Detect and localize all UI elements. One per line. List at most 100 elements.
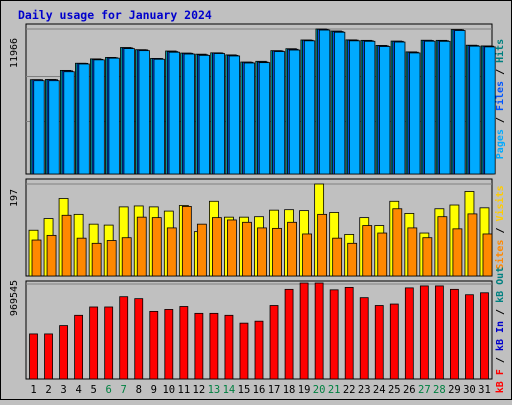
bar-kb-f <box>374 305 384 380</box>
bar-pages <box>78 63 90 175</box>
x-tick-label: 4 <box>75 384 81 396</box>
max-value-label: 11966 <box>9 38 20 68</box>
x-tick-label: 7 <box>121 384 127 396</box>
bar-sites <box>151 217 162 277</box>
bar-pages <box>153 58 165 175</box>
x-tick-label: 5 <box>90 384 96 396</box>
chart-title: Daily usage for January 2024 <box>18 8 212 22</box>
bar-pages <box>394 41 406 175</box>
bar-sites <box>422 237 433 277</box>
bar-kb-f <box>179 306 189 380</box>
panel-hits-files-pages: 11966 Pages / Files / Hits <box>9 23 506 175</box>
bar-kb-f <box>74 314 84 380</box>
bar-sites <box>302 233 312 277</box>
x-tick-label: 24 <box>373 384 386 396</box>
bar-kb-f <box>29 333 38 380</box>
bar-sites <box>91 242 102 277</box>
bar-sites <box>76 237 87 277</box>
bar-kb-f <box>344 286 354 380</box>
bar-pages <box>469 45 481 175</box>
bar-kb-f <box>44 333 53 380</box>
bar-pages <box>243 62 256 175</box>
bar-kb-f <box>404 287 414 380</box>
x-tick-label: 2 <box>45 384 51 396</box>
bar-sites <box>362 225 373 277</box>
x-tick-label: 22 <box>343 384 356 396</box>
legend-entry: / <box>495 351 506 369</box>
panel-kbytes: 969545 kB F / kB In / kB Out <box>9 267 506 393</box>
bar-sites <box>61 214 72 277</box>
x-tick-label: 28 <box>433 384 446 396</box>
x-tick-label: 27 <box>418 384 431 396</box>
bar-pages <box>364 40 376 175</box>
bar-kb-f <box>434 285 444 380</box>
x-tick-label: 16 <box>253 384 266 396</box>
bar-sites <box>407 227 418 277</box>
bar-sites <box>106 240 117 277</box>
bar-kb-f <box>104 306 114 380</box>
bar-kb-f <box>419 285 429 380</box>
legend-entry: / <box>495 63 506 81</box>
bar-kb-f <box>269 305 279 380</box>
bar-pages <box>48 80 60 175</box>
bar-sites <box>227 219 237 277</box>
bar-kb-f <box>149 310 159 380</box>
bar-kb-f <box>465 294 474 380</box>
x-tick-label: 19 <box>298 384 311 396</box>
bar-sites <box>31 239 42 277</box>
bar-kb-f <box>224 314 234 380</box>
bar-pages <box>123 48 135 175</box>
bar-pages <box>213 53 226 175</box>
x-tick-label: 26 <box>403 384 416 396</box>
bar-kb-f <box>450 288 459 380</box>
bar-pages <box>93 59 105 175</box>
legend-entry: Hits <box>494 39 506 63</box>
series-legend: Pages / Files / Hits <box>494 39 506 159</box>
bar-sites <box>196 223 207 277</box>
x-axis: 1 2 3 4 5 6 7 8 9 10 11 12 13 14 15 16 17 18 19 20 21 22 23 24 2… <box>30 384 490 396</box>
legend-entry: / <box>495 303 506 321</box>
bar-pages <box>484 46 496 175</box>
bar-pages <box>424 40 436 175</box>
bar-sites <box>136 216 147 277</box>
x-tick-label: 25 <box>388 384 401 396</box>
bar-pages <box>273 51 286 175</box>
legend-entry: / <box>495 221 506 239</box>
bar-sites <box>272 227 282 277</box>
bar-pages <box>183 53 195 175</box>
bar-pages <box>198 54 210 175</box>
legend-entry: / <box>495 111 506 129</box>
bar-kb-f <box>254 320 264 380</box>
chart-panels: 11966 Pages / Files / Hits 19 7 Sites / Visi… <box>9 23 506 393</box>
bar-sites <box>452 228 463 277</box>
bar-kb-f <box>239 322 249 380</box>
bar-kb-f <box>59 325 68 380</box>
bar-kb-f <box>299 282 309 380</box>
x-tick-label: 3 <box>60 384 66 396</box>
x-tick-label: 20 <box>313 384 326 396</box>
bar-pages <box>258 62 271 175</box>
legend-entry: Pages <box>495 129 506 159</box>
bar-kb-f <box>194 312 204 380</box>
bar-kb-f <box>314 282 324 380</box>
bar-sites <box>437 216 448 277</box>
bar-sites <box>46 234 57 277</box>
bar-kb-f <box>134 298 144 380</box>
bar-pages <box>138 50 150 175</box>
bar-sites <box>121 237 132 277</box>
x-tick-label: 10 <box>162 384 175 396</box>
bar-sites <box>257 227 267 277</box>
bar-sites <box>166 227 177 277</box>
bar-pages <box>318 29 331 175</box>
bar-pages <box>63 71 75 175</box>
x-tick-label: 9 <box>151 384 157 396</box>
bar-sites <box>287 221 297 277</box>
series-legend: Sites / Visits <box>494 185 506 269</box>
x-tick-label: 13 <box>208 384 221 396</box>
x-tick-label: 6 <box>106 384 112 396</box>
bar-sites <box>242 221 252 277</box>
bar-sites <box>482 233 493 277</box>
max-value-label: 969545 <box>9 280 20 316</box>
bar-sites <box>181 206 192 277</box>
